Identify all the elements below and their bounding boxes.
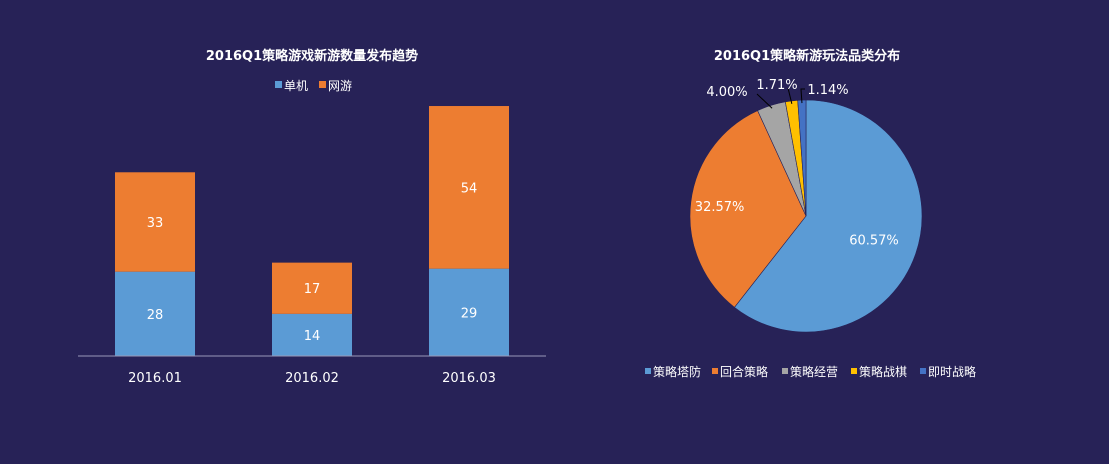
bar-data-label: 17: [304, 282, 321, 297]
bar-chart-x-ticks: 2016.01 2016.02 2016.03: [128, 371, 496, 386]
pie-leader-line: [800, 88, 805, 104]
legend-label: 策略经营: [790, 364, 838, 379]
bar-data-label: 33: [147, 216, 164, 231]
legend-swatch: [319, 81, 326, 88]
legend-swatch: [645, 368, 651, 374]
pie-data-label: 32.57%: [695, 200, 745, 215]
legend-swatch: [920, 368, 926, 374]
bar-segment: [272, 313, 352, 356]
pie-data-label: 60.57%: [849, 233, 899, 248]
bar-chart: 2016Q1策略游戏新游数量发布趋势 单机 网游 28 33 14 17 29 54 201…: [78, 48, 546, 386]
bar-segment: [272, 262, 352, 314]
legend-swatch: [712, 368, 718, 374]
pie-slice: [734, 99, 923, 333]
bar-segment: [115, 271, 195, 356]
pie-leader-line: [756, 93, 773, 109]
pie-data-label: 4.00%: [706, 85, 747, 100]
bar-data-label: 14: [304, 329, 321, 344]
bar-chart-title: 2016Q1策略游戏新游数量发布趋势: [206, 48, 418, 64]
bar-data-label: 54: [461, 181, 478, 196]
bar-segment: [429, 106, 509, 269]
legend-label: 回合策略: [720, 364, 768, 379]
legend-label: 单机: [284, 79, 308, 93]
pie-chart-slices: [689, 99, 923, 333]
x-tick-label: 2016.01: [128, 371, 182, 386]
x-tick-label: 2016.03: [442, 371, 496, 386]
pie-chart-legend: 策略塔防 回合策略 策略经营 策略战棋 即时战略: [645, 364, 976, 379]
bar-segment: [429, 268, 509, 356]
bar-data-label: 28: [147, 308, 164, 323]
pie-data-label: 1.71%: [756, 78, 797, 93]
pie-slice: [689, 110, 807, 308]
bar-segment: [115, 172, 195, 272]
legend-label: 策略塔防: [653, 364, 701, 379]
pie-data-label: 1.14%: [807, 83, 848, 98]
pie-chart-labels: 60.57% 32.57% 4.00% 1.71% 1.14%: [695, 78, 899, 248]
x-tick-label: 2016.02: [285, 371, 339, 386]
pie-leader-line: [787, 87, 793, 105]
pie-chart-title: 2016Q1策略新游玩法品类分布: [714, 48, 900, 64]
bar-chart-marks: 28 33 14 17 29 54: [115, 106, 509, 356]
legend-swatch: [851, 368, 857, 374]
legend-swatch: [275, 81, 282, 88]
legend-label: 策略战棋: [859, 364, 907, 379]
bar-chart-legend: 单机 网游: [275, 79, 352, 93]
legend-swatch: [782, 368, 788, 374]
legend-label: 即时战略: [928, 364, 976, 379]
legend-label: 网游: [328, 79, 352, 93]
bar-data-label: 29: [461, 306, 478, 321]
pie-chart: 2016Q1策略新游玩法品类分布 60.57% 32.57% 4.00% 1.71% 1…: [645, 48, 976, 379]
